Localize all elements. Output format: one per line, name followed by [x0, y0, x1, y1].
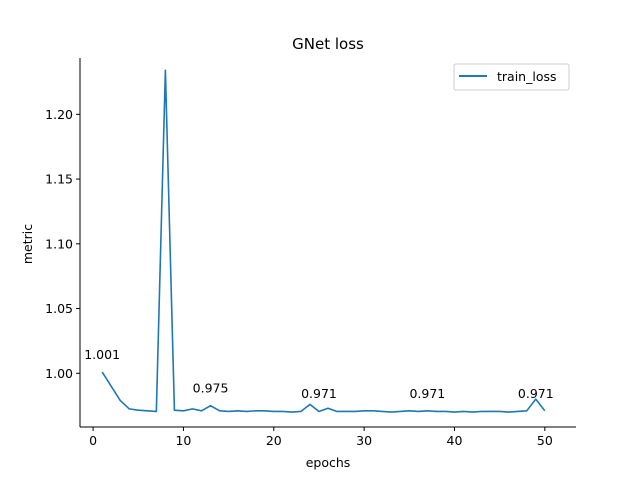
data-annotation: 0.975 [193, 381, 229, 396]
series-line-train-loss [101, 69, 546, 413]
legend-label-train-loss: train_loss [497, 69, 557, 84]
y-tick-label: 1.05 [45, 301, 73, 316]
x-tick-label: 50 [537, 433, 553, 448]
x-tick-label: 20 [266, 433, 282, 448]
data-annotation: 0.971 [409, 386, 445, 401]
x-tick-label: 10 [175, 433, 191, 448]
x-ticks: 0 10 20 30 40 50 [89, 427, 553, 448]
y-tick-label: 1.20 [45, 107, 73, 122]
data-annotation: 1.001 [84, 347, 120, 362]
y-tick-label: 1.10 [45, 236, 73, 251]
data-annotation: 0.971 [301, 386, 337, 401]
x-tick-label: 40 [447, 433, 463, 448]
x-axis-label: epochs [306, 455, 351, 470]
data-annotation: 0.971 [518, 386, 554, 401]
y-axis-label: metric [20, 224, 35, 264]
legend-box [453, 63, 570, 91]
x-tick-label: 0 [89, 433, 97, 448]
y-ticks: 1.00 1.05 1.10 1.15 1.20 [45, 107, 80, 381]
annotation-layer: 1.001 0.975 0.971 0.971 0.971 [84, 347, 553, 401]
y-tick-label: 1.00 [45, 366, 73, 381]
y-tick-label: 1.15 [45, 172, 73, 187]
legend: train_loss [453, 63, 570, 91]
series-layer [101, 69, 546, 413]
chart-title: GNet loss [292, 35, 364, 53]
x-tick-label: 30 [356, 433, 372, 448]
